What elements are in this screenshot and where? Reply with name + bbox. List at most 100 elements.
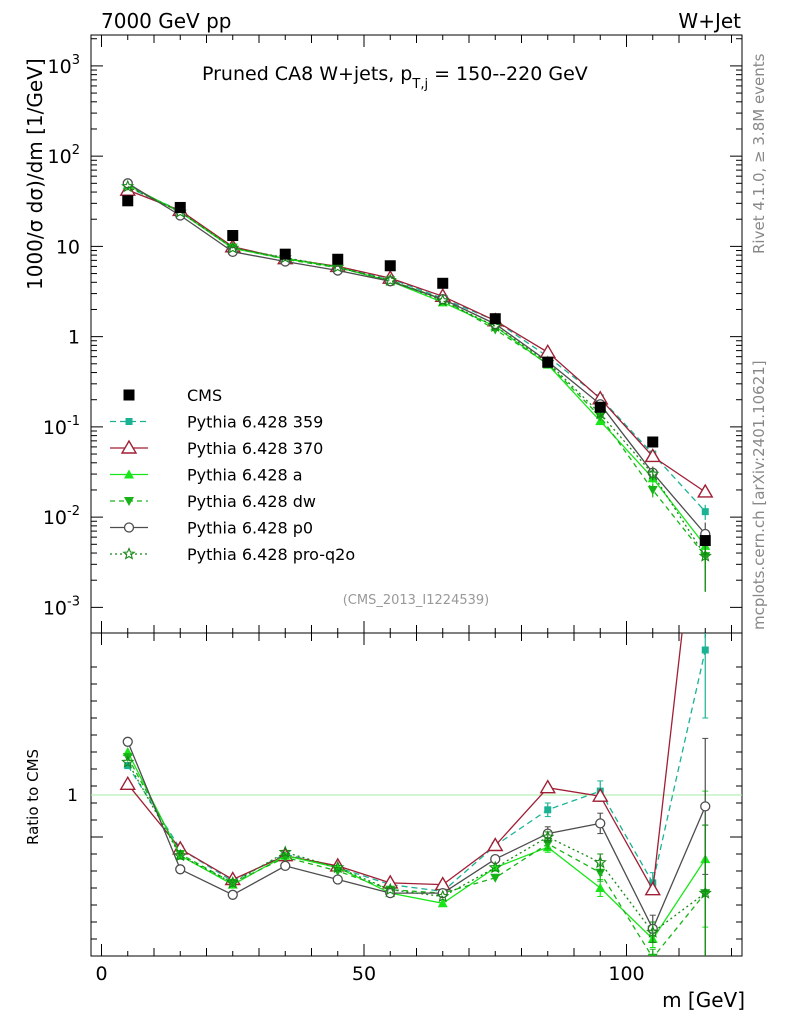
legend-entry-pythia-6-428-p0: Pythia 6.428 p0 — [110, 519, 313, 538]
legend-label-pythia-6-428-dw: Pythia 6.428 dw — [187, 492, 316, 511]
chart-title: Pruned CA8 W+jets, pT,j = 150--220 GeV — [202, 63, 588, 92]
point-pythia-6-428-pro-q2o — [646, 467, 660, 480]
legend-label-pythia-6-428-a: Pythia 6.428 a — [187, 466, 303, 485]
series-pythia-6-428-a — [122, 179, 711, 571]
ratio-series-pythia-6-428-dw — [122, 753, 711, 956]
ratio-point-pythia-6-428-p0 — [122, 736, 133, 747]
ratio-point-pythia-6-428-pro-q2o — [593, 855, 607, 869]
x-tick-label: 100 — [608, 963, 644, 985]
ratio-axis-ticks — [91, 633, 742, 956]
point-pythia-6-428-pro-q2o — [698, 549, 712, 562]
legend-marker-pythia-6-428-370 — [120, 439, 138, 454]
y-tick-base: 10 — [48, 56, 72, 78]
legend-label-pythia-6-428-370: Pythia 6.428 370 — [187, 439, 323, 458]
y-tick-label: 10-2 — [43, 504, 80, 529]
x-tick-label: 50 — [352, 963, 376, 985]
legend-marker-cms — [123, 389, 135, 401]
ratio-point-pythia-6-428-a — [437, 898, 448, 908]
data-point-cms — [122, 195, 134, 207]
chart-title-tail: = 150--220 GeV — [428, 63, 588, 85]
y-tick-base: 10 — [43, 597, 67, 619]
data-point-cms — [384, 260, 396, 272]
ratio-point-pythia-6-428-pro-q2o — [331, 860, 345, 874]
legend-entry-pythia-6-428-dw: Pythia 6.428 dw — [110, 492, 316, 511]
y-tick-exponent: -3 — [67, 594, 80, 609]
ratio-point-pythia-6-428-p0 — [280, 860, 291, 872]
ratio-point-pythia-6-428-pro-q2o — [646, 925, 660, 938]
y-tick-exponent: -2 — [67, 504, 80, 519]
data-point-cms — [279, 248, 291, 260]
legend-label-pythia-6-428-359: Pythia 6.428 359 — [187, 413, 323, 432]
ratio-point-pythia-6-428-359 — [701, 646, 709, 654]
ratio-plot-series — [119, 422, 712, 956]
legend-entry-pythia-6-428-pro-q2o: Pythia 6.428 pro-q2o — [110, 545, 355, 564]
data-point-cms — [647, 436, 659, 448]
point-pythia-6-428-359 — [701, 508, 709, 516]
ratio-point-pythia-6-428-p0 — [175, 864, 186, 875]
legend-entry-pythia-6-428-359: Pythia 6.428 359 — [110, 413, 323, 432]
point-pythia-6-428-pro-q2o — [121, 179, 135, 193]
point-pythia-6-428-p0 — [385, 276, 396, 287]
header-energy-label: 7000 GeV pp — [101, 9, 232, 33]
legend-marker-pythia-6-428-359 — [125, 418, 133, 425]
ratio-y-axis-label: Ratio to CMS — [24, 749, 42, 845]
legend: CMS Pythia 6.428 359 Pythia 6.428 370 Pythi… — [110, 386, 355, 564]
ratio-series-pythia-6-428-370 — [119, 422, 712, 896]
ratio-point-pythia-6-428-p0 — [700, 801, 711, 812]
ratio-line-pythia-6-428-pro-q2o — [127, 761, 706, 934]
y-tick-exponent: -1 — [67, 414, 80, 429]
y-tick-base: 10 — [48, 146, 72, 168]
data-point-cms — [489, 313, 501, 325]
ratio-point-pythia-6-428-359 — [544, 806, 552, 814]
y-tick-label: 10 — [56, 236, 80, 258]
ratio-point-pythia-6-428-pro-q2o — [173, 848, 187, 862]
mcplots-label: mcplots.cern.ch [arXiv:2401.10621] — [750, 360, 768, 630]
x-axis-label: m [GeV] — [662, 988, 745, 1012]
ratio-point-pythia-6-428-370 — [539, 779, 556, 794]
ratio-point-pythia-6-428-pro-q2o — [488, 860, 502, 874]
chart-title-subscript: T,j — [411, 77, 428, 92]
ratio-point-pythia-6-428-370 — [644, 881, 661, 896]
point-pythia-6-428-dw — [647, 485, 658, 495]
x-tick-labels: 0 50 100 — [95, 963, 644, 985]
point-pythia-6-428-pro-q2o — [436, 293, 450, 307]
y-tick-base: 10 — [43, 417, 67, 439]
data-point-cms — [542, 356, 554, 368]
ratio-line-pythia-6-428-p0 — [127, 741, 706, 931]
legend-label-pythia-6-428-pro-q2o: Pythia 6.428 pro-q2o — [187, 545, 355, 564]
ratio-point-pythia-6-428-pro-q2o — [383, 882, 397, 896]
point-pythia-6-428-p0 — [122, 178, 133, 189]
ratio-point-pythia-6-428-p0 — [490, 853, 501, 865]
analysis-id-label: (CMS_2013_I1224539) — [343, 593, 490, 608]
y-axis-label: 1000/σ dσ)/dm [1/GeV] — [23, 58, 47, 290]
ratio-point-pythia-6-428-a — [595, 883, 606, 892]
data-point-cms — [699, 535, 711, 547]
ratio-line-pythia-6-428-359 — [127, 649, 706, 893]
main-plot-frame — [90, 34, 743, 634]
point-pythia-6-428-pro-q2o — [331, 260, 345, 273]
ratio-series-pythia-6-428-p0 — [122, 736, 711, 943]
y-tick-label: 10-1 — [43, 414, 80, 439]
point-pythia-6-428-370 — [697, 483, 714, 498]
ratio-point-pythia-6-428-370 — [698, 422, 712, 434]
legend-entry-cms: CMS — [123, 386, 222, 405]
ratio-tick-label-1: 1 — [67, 786, 78, 806]
ratio-point-pythia-6-428-pro-q2o — [541, 830, 555, 843]
point-pythia-6-428-pro-q2o — [226, 241, 240, 254]
y-tick-label: 103 — [48, 53, 80, 78]
legend-label-cms: CMS — [187, 386, 222, 405]
y-tick-label: 1 — [68, 327, 80, 349]
legend-marker-pythia-6-428-a — [124, 469, 134, 479]
point-pythia-6-428-pro-q2o — [488, 319, 502, 332]
ratio-point-pythia-6-428-dw — [490, 873, 501, 883]
ratio-series-pythia-6-428-a — [122, 747, 711, 948]
series-line-pythia-6-428-pro-q2o — [127, 186, 706, 557]
data-point-cms — [227, 230, 239, 242]
point-pythia-6-428-pro-q2o — [383, 273, 397, 286]
ratio-point-pythia-6-428-370 — [592, 787, 609, 802]
ratio-point-pythia-6-428-359 — [124, 762, 132, 770]
ratio-point-pythia-6-428-p0 — [227, 889, 238, 900]
ratio-line-pythia-6-428-a — [127, 751, 706, 941]
